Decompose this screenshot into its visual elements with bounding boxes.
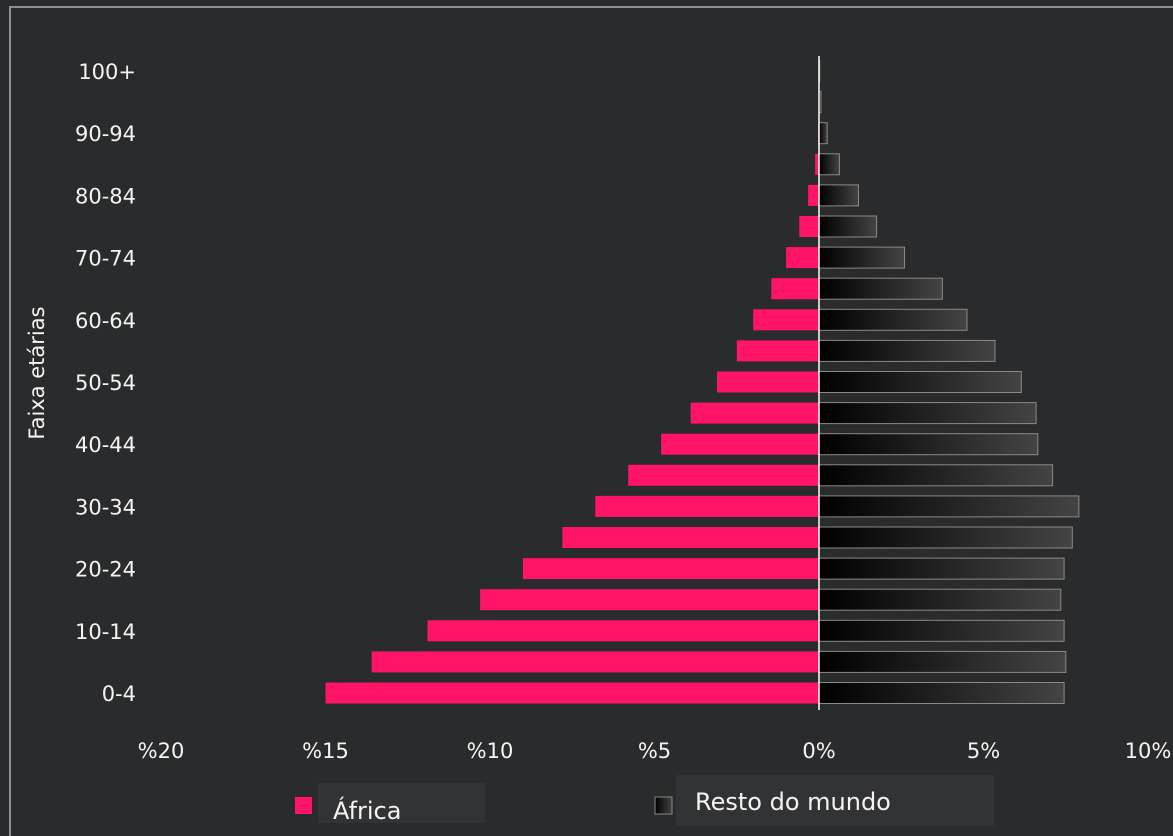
bar-africa-20-24 [523,558,819,579]
legend-label-africa: África [333,796,401,825]
bar-africa-65-69 [771,278,819,299]
bar-africa-25-29 [562,527,819,548]
bar-rest-40-44 [819,434,1038,455]
bar-rest-35-39 [819,465,1053,486]
x-tick-5: %5 [638,739,671,763]
y-axis-label: Faixa etárias [25,306,49,439]
bar-africa-45-49 [691,403,819,424]
bar-africa-10-14 [428,620,820,641]
y-tick-80-84: 80-84 [75,184,136,208]
bar-africa-35-39 [628,465,819,486]
bar-rest-90-94 [819,123,827,144]
bar-africa-55-59 [737,340,819,361]
bar-africa-80-84 [808,185,819,206]
bar-rest-15-19 [819,589,1061,610]
bar-rest-80-84 [819,185,859,206]
bar-africa-30-34 [595,496,819,517]
bar-rest-65-69 [819,278,942,299]
bar-rest-5-9 [819,651,1066,672]
bar-rest-45-49 [819,403,1036,424]
y-tick-70-74: 70-74 [75,247,136,271]
y-tick-10-14: 10-14 [75,620,136,644]
legend-label-rest: Resto do mundo [695,788,891,816]
bar-rest-70-74 [819,247,905,268]
bar-africa-50-54 [717,372,819,393]
bar-rest-30-34 [819,496,1079,517]
legend: África Resto do mundo [295,775,994,826]
legend-swatch-rest [655,797,672,814]
bar-rest-0-4 [819,683,1064,704]
bar-rest-75-79 [819,216,877,237]
legend-swatch-africa [295,797,312,814]
x-tick-15: %15 [302,739,349,763]
bar-africa-70-74 [786,247,819,268]
y-tick-100: 100+ [78,60,136,84]
x-tick-5: 5% [967,739,1000,763]
y-tick-50-54: 50-54 [75,371,136,395]
bar-africa-60-64 [753,309,819,330]
bar-rest-60-64 [819,309,967,330]
x-tick-0: 0% [802,739,835,763]
series-resto-do-mundo [819,61,1079,704]
y-tick-40-44: 40-44 [75,433,136,457]
bar-rest-25-29 [819,527,1072,548]
bar-africa-40-44 [661,434,819,455]
bar-rest-55-59 [819,340,995,361]
bar-rest-85-89 [819,154,839,175]
y-tick-60-64: 60-64 [75,309,136,333]
y-tick-0-4: 0-4 [102,682,136,706]
bar-rest-50-54 [819,372,1021,393]
series-africa [326,92,820,704]
bar-africa-75-79 [799,216,819,237]
y-axis-ticks: 0-4 10-14 20-24 30-34 40-44 50-54 60-64 70-74 80… [75,60,136,706]
x-tick-10: 10% [1125,739,1172,763]
x-axis-ticks: %20 %15 %10 %5 0% 5% 10% [138,739,1172,763]
bar-africa-5-9 [372,651,819,672]
bar-rest-10-14 [819,620,1064,641]
y-tick-20-24: 20-24 [75,558,136,582]
x-tick-20: %20 [138,739,185,763]
x-tick-10: %10 [467,739,514,763]
bar-africa-0-4 [326,683,820,704]
y-tick-30-34: 30-34 [75,495,136,519]
bar-rest-20-24 [819,558,1064,579]
y-tick-90-94: 90-94 [75,122,136,146]
bar-africa-15-19 [480,589,819,610]
